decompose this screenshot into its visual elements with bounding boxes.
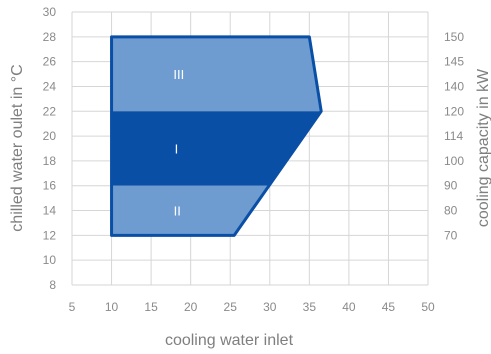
y2-tick-label: 145 (444, 55, 464, 69)
operating-envelope (110, 35, 323, 237)
y-tick-label: 14 (43, 204, 57, 218)
regions (111, 36, 322, 236)
y-tick-label: 22 (43, 104, 57, 118)
y2-tick-label: 120 (444, 104, 464, 118)
y2-tick-label: 90 (444, 179, 458, 193)
region-label-i: I (175, 142, 179, 157)
y-tick-label: 8 (49, 278, 56, 292)
x-tick-label: 40 (342, 300, 356, 314)
y-tick-label: 20 (43, 129, 57, 143)
y2-tick-label: 100 (444, 154, 464, 168)
y-tick-label: 16 (43, 179, 57, 193)
y2-tick-label: 70 (444, 228, 458, 242)
x-tick-label: 15 (144, 300, 158, 314)
y-tick-label: 24 (43, 79, 57, 93)
y-tick-label: 30 (43, 5, 57, 19)
y-tick-label: 28 (43, 30, 57, 44)
outline (110, 35, 323, 237)
y2-tick-label: 114 (444, 129, 463, 143)
region-iii (111, 36, 322, 112)
y2-tick-label: 140 (444, 79, 464, 93)
x-tick-label: 20 (184, 300, 198, 314)
region-label-iii: III (173, 67, 184, 82)
x-tick-label: 35 (303, 300, 317, 314)
x-tick-label: 50 (421, 300, 435, 314)
y-tick-label: 26 (43, 55, 57, 69)
x-tick-labels: 5 10 15 20 25 30 35 40 45 50 (69, 300, 435, 314)
y-tick-label: 12 (43, 228, 57, 242)
x-tick-label: 30 (263, 300, 277, 314)
x-tick-label: 45 (382, 300, 396, 314)
x-tick-label: 5 (69, 300, 76, 314)
y-axis-label: chilled water oulet in °C (9, 64, 26, 231)
region-ii (111, 185, 270, 236)
region-label-ii: II (174, 204, 181, 219)
y2-tick-label: 150 (444, 30, 464, 44)
y-tick-labels: 8 10 12 14 16 18 20 22 24 26 28 30 (43, 5, 57, 292)
y2-axis-label: cooling capacity in kW (475, 68, 491, 227)
y2-tick-label: 80 (444, 204, 458, 218)
x-tick-label: 25 (224, 300, 238, 314)
x-tick-label: 10 (105, 300, 119, 314)
region-i (111, 111, 322, 186)
y2-tick-labels: 70 80 90 100 114 120 140 145 150 (444, 30, 464, 243)
y-tick-label: 10 (43, 253, 57, 267)
x-axis-label: cooling water inlet (165, 332, 294, 349)
y-tick-label: 18 (43, 154, 57, 168)
